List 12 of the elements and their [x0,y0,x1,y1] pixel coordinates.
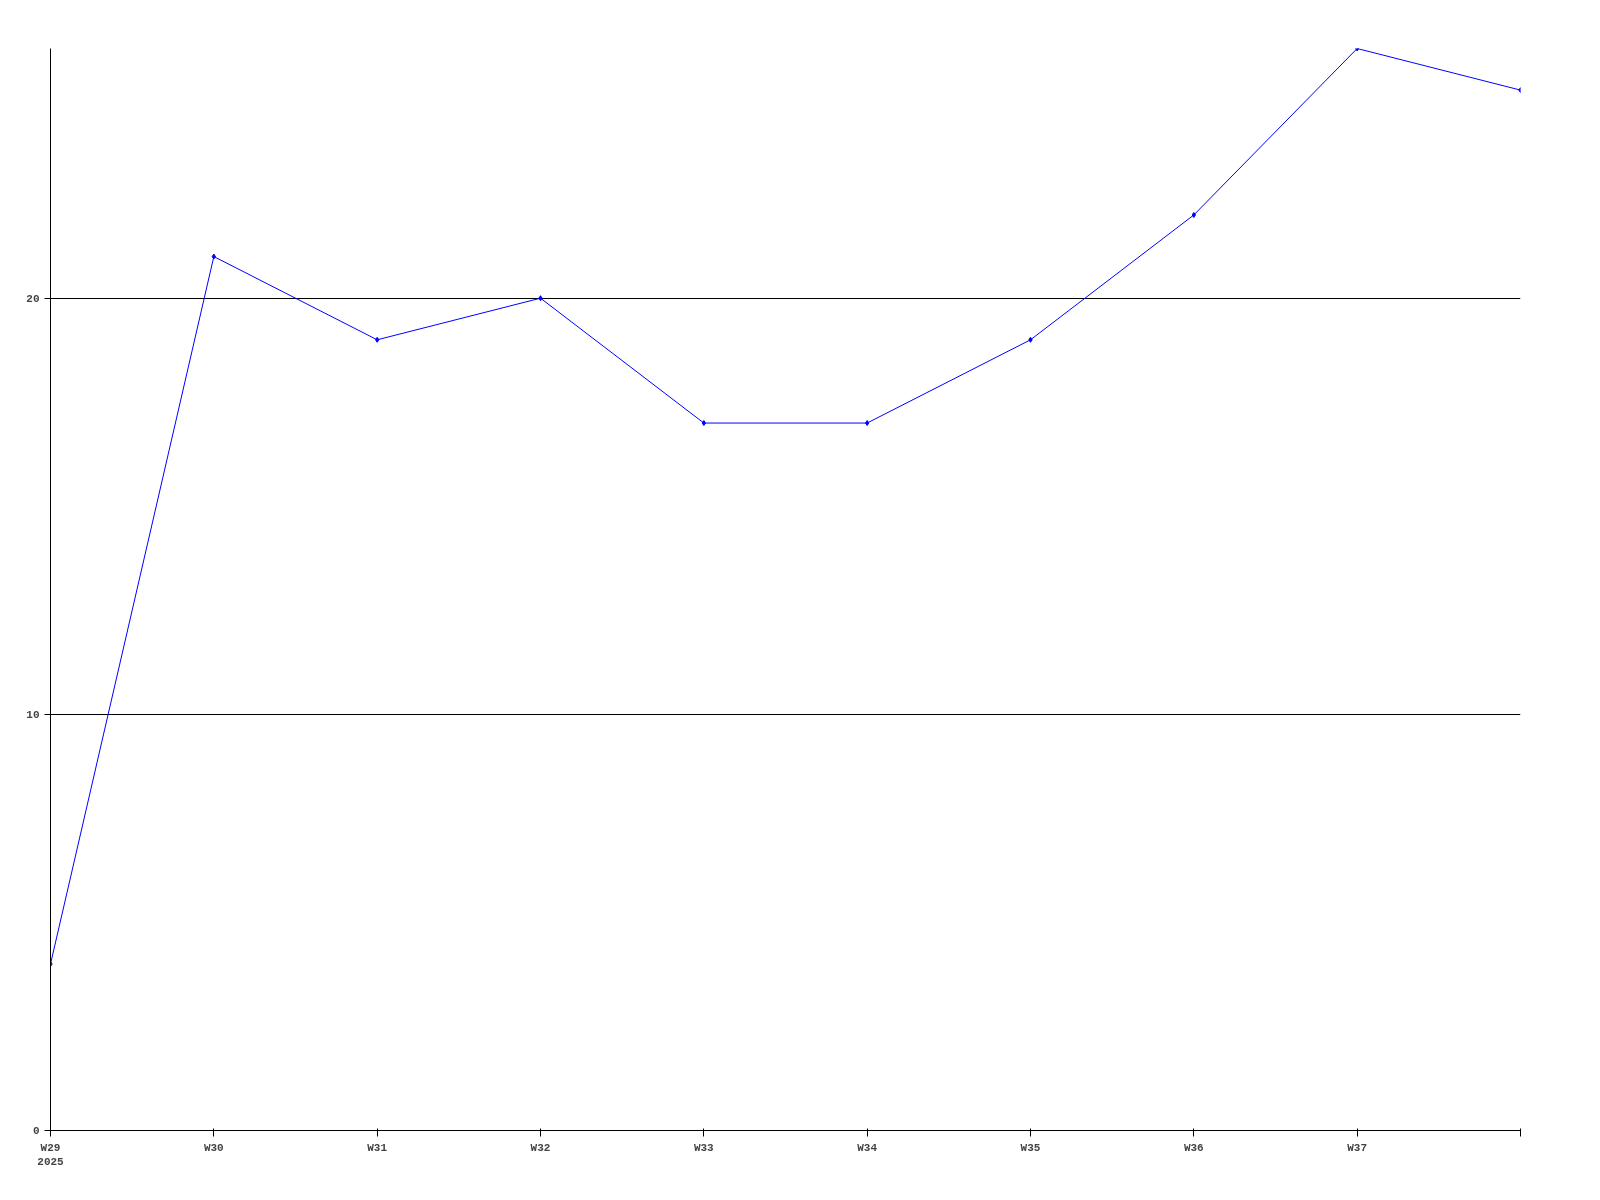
x-tick-label: W35 [1020,1141,1041,1154]
x-tick-label: W33 [693,1141,715,1154]
y-tick-label: 0 [32,1125,40,1137]
y-tick-label: 10 [26,708,40,721]
x-tick-label: W36 [1183,1141,1204,1154]
y-tick-label: 20 [26,292,40,305]
x-tick-label: W34 [857,1141,878,1154]
x-tick-label: W37 [1347,1141,1368,1154]
x-tick-label: W30 [203,1141,224,1154]
x-tick-label: W31 [367,1141,388,1154]
x-tick-label: W29 2025 [37,1141,65,1168]
x-tick-label: W32 [530,1141,551,1154]
